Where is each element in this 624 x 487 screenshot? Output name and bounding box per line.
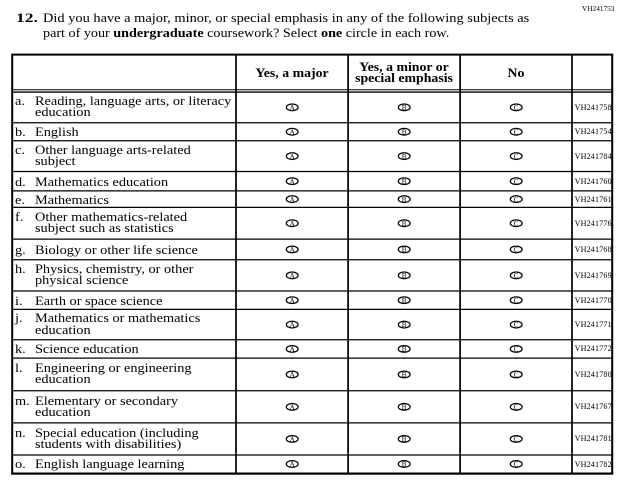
svg-text:C: C xyxy=(514,153,519,161)
svg-text:C: C xyxy=(514,128,519,136)
svg-text:B: B xyxy=(402,436,407,444)
svg-text:C: C xyxy=(514,346,519,354)
svg-text:B: B xyxy=(402,128,407,136)
svg-text:C: C xyxy=(514,196,519,204)
svg-text:B: B xyxy=(402,461,407,469)
svg-text:C: C xyxy=(514,246,519,254)
svg-text:B: B xyxy=(402,196,407,204)
svg-text:B: B xyxy=(402,272,407,280)
svg-text:B: B xyxy=(402,220,407,228)
svg-text:C: C xyxy=(514,297,519,305)
svg-text:B: B xyxy=(402,153,407,161)
svg-text:C: C xyxy=(514,371,519,379)
svg-text:A: A xyxy=(290,178,296,186)
svg-text:C: C xyxy=(514,178,519,186)
svg-text:B: B xyxy=(402,321,407,329)
svg-text:B: B xyxy=(402,346,407,354)
svg-text:A: A xyxy=(290,246,296,254)
svg-text:C: C xyxy=(514,436,519,444)
svg-text:A: A xyxy=(290,371,296,379)
svg-text:B: B xyxy=(402,371,407,379)
svg-text:B: B xyxy=(402,104,407,112)
svg-text:C: C xyxy=(514,220,519,228)
svg-text:A: A xyxy=(290,128,296,136)
svg-text:C: C xyxy=(514,403,519,411)
svg-text:C: C xyxy=(514,321,519,329)
svg-text:A: A xyxy=(290,436,296,444)
svg-text:B: B xyxy=(402,297,407,305)
svg-text:A: A xyxy=(290,403,296,411)
svg-text:A: A xyxy=(290,297,296,305)
svg-text:A: A xyxy=(290,104,296,112)
svg-text:B: B xyxy=(402,178,407,186)
svg-text:B: B xyxy=(402,246,407,254)
svg-text:C: C xyxy=(514,272,519,280)
svg-text:A: A xyxy=(290,321,296,329)
svg-text:A: A xyxy=(290,272,296,280)
svg-text:B: B xyxy=(402,403,407,411)
svg-text:C: C xyxy=(514,461,519,469)
svg-text:A: A xyxy=(290,461,296,469)
svg-text:A: A xyxy=(290,196,296,204)
svg-text:A: A xyxy=(290,220,296,228)
svg-text:A: A xyxy=(290,346,296,354)
svg-text:C: C xyxy=(514,104,519,112)
svg-text:A: A xyxy=(290,153,296,161)
